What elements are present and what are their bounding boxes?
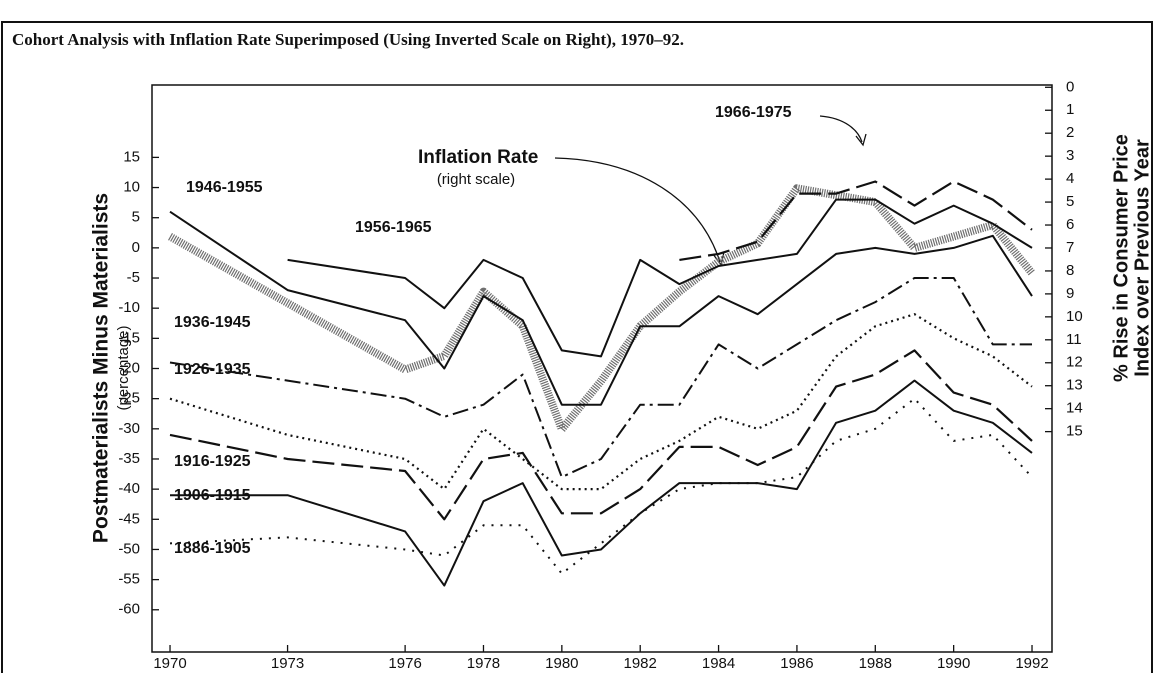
y2-tick-label: 10	[1066, 308, 1083, 325]
y-tick-label: -15	[118, 329, 140, 346]
y2-tick-label: 9	[1066, 285, 1074, 302]
y2-tick-label: 5	[1066, 193, 1074, 210]
x-tick-label: 1973	[271, 655, 304, 672]
y2-tick-label: 0	[1066, 78, 1074, 95]
y2-tick-label: 13	[1066, 377, 1083, 394]
x-tick-label: 1970	[153, 655, 186, 672]
arrow	[554, 157, 721, 263]
x-tick-label: 1990	[937, 655, 970, 672]
y-tick-label: -45	[118, 510, 140, 527]
y2-tick-label: 4	[1066, 170, 1074, 187]
series-line	[169, 277, 1032, 479]
annotation: (right scale)	[437, 171, 515, 188]
series-label: 1926-1935	[174, 361, 251, 378]
series-line	[169, 349, 1033, 521]
y-tick-label: -25	[118, 390, 140, 407]
series-label: 1946-1955	[186, 179, 263, 196]
x-tick-label: 1992	[1015, 655, 1048, 672]
x-tick-label: 1976	[388, 655, 421, 672]
x-tick-label: 1980	[545, 655, 578, 672]
series-label: 1956-1965	[355, 219, 432, 236]
series-line	[169, 210, 1033, 406]
series-label: 1916-1925	[174, 453, 251, 470]
frame	[1, 21, 1153, 678]
series-label: 1936-1945	[174, 314, 251, 331]
y-tick-label: -30	[118, 420, 140, 437]
y2-tick-label: 6	[1066, 216, 1074, 233]
series-label: 1886-1905	[174, 540, 251, 557]
y2-tick-label: 1	[1066, 101, 1074, 118]
y-tick-label: 15	[123, 148, 140, 165]
y-tick-label: -60	[118, 601, 140, 618]
y-tick-label: 5	[132, 209, 140, 226]
series-line	[170, 379, 1033, 587]
y-tick-label: -50	[118, 540, 140, 557]
chart-title: Cohort Analysis with Inflation Rate Supe…	[12, 30, 684, 49]
y2-tick-label: 3	[1066, 147, 1074, 164]
series-line	[169, 397, 1033, 575]
series-line	[287, 198, 1033, 358]
series-label: 1906-1915	[174, 487, 251, 504]
y2-axis-label: % Rise in Consumer Price	[1110, 134, 1132, 382]
y-tick-label: -55	[118, 571, 140, 588]
y-tick-label: -10	[118, 299, 140, 316]
plot-area	[151, 84, 1053, 653]
arrowhead	[855, 133, 867, 147]
series-label: Inflation Rate	[418, 147, 538, 168]
series-line	[168, 184, 1036, 434]
series-label: 1966-1975	[715, 104, 792, 121]
y-axis-sublabel: (percentage)	[115, 325, 132, 410]
y2-tick-label: 2	[1066, 124, 1074, 141]
series-line	[169, 313, 1033, 491]
y2-tick-label: 12	[1066, 354, 1083, 371]
x-tick-label: 1984	[702, 655, 735, 672]
y2-tick-label: 15	[1066, 423, 1083, 440]
y2-tick-label: 7	[1066, 239, 1074, 256]
y2-tick-label: 14	[1066, 400, 1083, 417]
y-tick-label: -20	[118, 359, 140, 376]
arrow	[819, 115, 863, 143]
y-tick-label: -35	[118, 450, 140, 467]
y2-tick-label: 11	[1066, 331, 1082, 348]
y-tick-label: 10	[123, 179, 140, 196]
x-tick-label: 1982	[624, 655, 657, 672]
series-line	[679, 180, 1033, 261]
x-tick-label: 1986	[780, 655, 813, 672]
y-tick-label: 0	[132, 239, 140, 256]
y-tick-label: -5	[127, 269, 140, 286]
y2-axis-label: Index over Previous Year	[1131, 139, 1153, 377]
y2-tick-label: 8	[1066, 262, 1074, 279]
y-tick-label: -40	[118, 480, 140, 497]
y-axis-label: Postmaterialists Minus Materialists	[90, 193, 113, 543]
x-tick-label: 1978	[467, 655, 500, 672]
x-tick-label: 1988	[859, 655, 892, 672]
